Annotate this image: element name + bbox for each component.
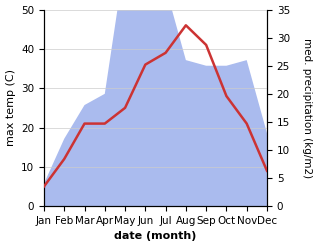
Y-axis label: med. precipitation (kg/m2): med. precipitation (kg/m2) (302, 38, 313, 178)
Y-axis label: max temp (C): max temp (C) (5, 69, 16, 146)
X-axis label: date (month): date (month) (114, 231, 197, 242)
